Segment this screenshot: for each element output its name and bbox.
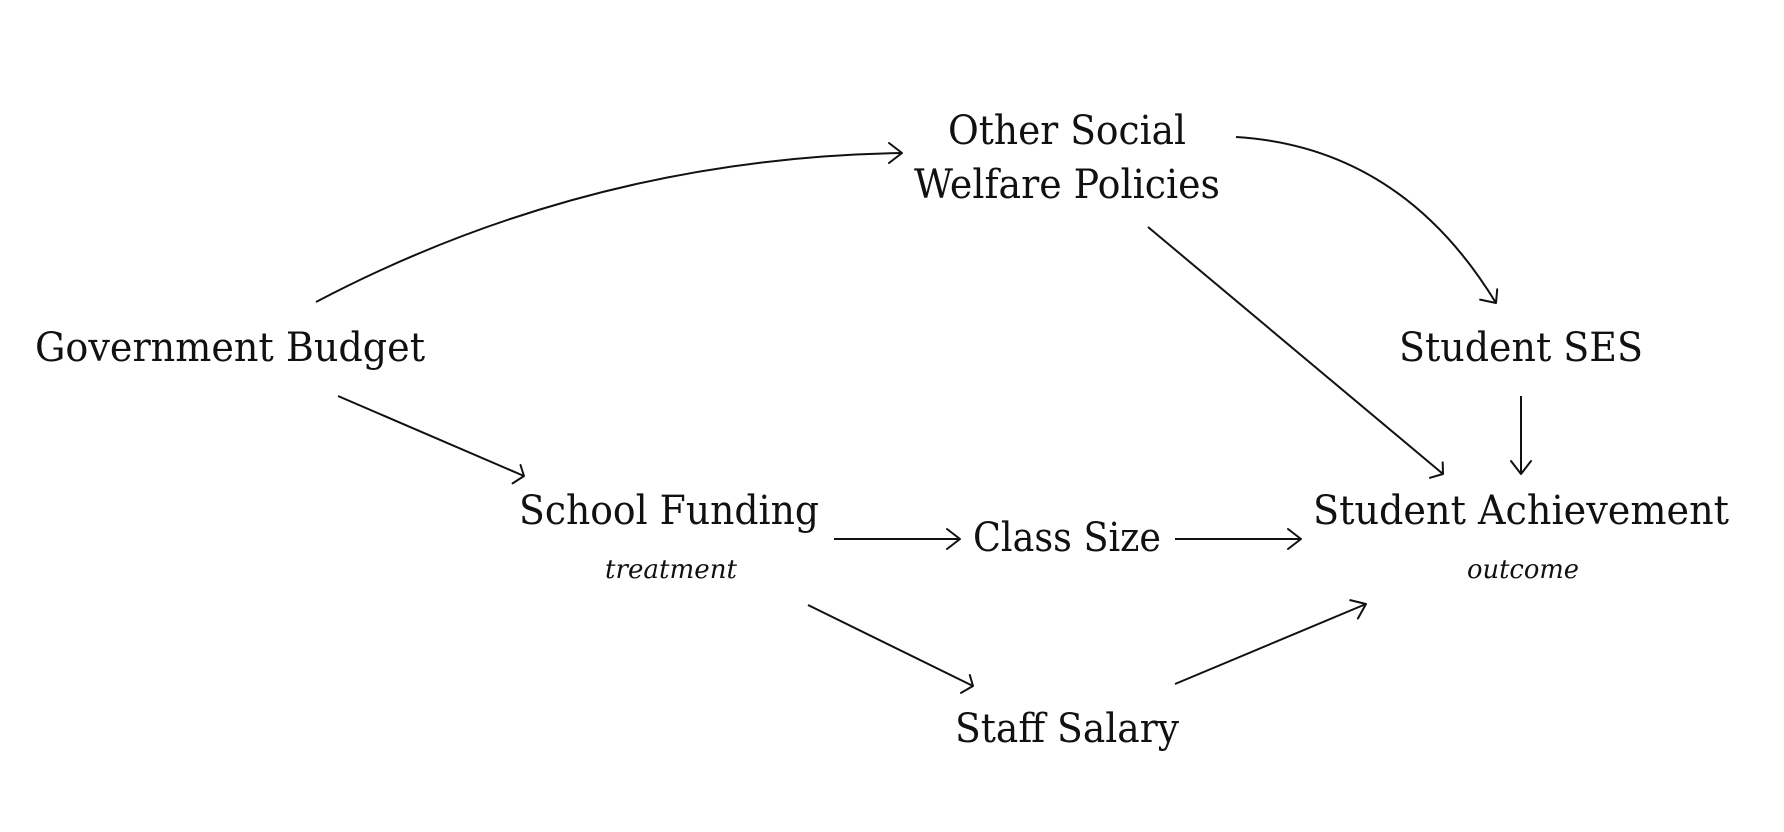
node-student-achievement-role: outcome — [1467, 555, 1579, 585]
node-student-achievement: Student Achievement outcome — [1313, 488, 1729, 585]
arrow-head — [1510, 460, 1532, 475]
arrow-head — [511, 464, 525, 485]
node-student-ses: Student SES — [1399, 325, 1643, 371]
edge-line — [337, 395, 525, 477]
node-other-social-label-line2: Welfare Policies — [914, 162, 1220, 208]
arrow-head — [1479, 288, 1499, 304]
edge-line — [1147, 226, 1444, 475]
node-school-funding-label: School Funding — [519, 488, 819, 534]
arrow-head — [960, 674, 974, 694]
arrow-head — [888, 142, 903, 164]
node-class-size: Class Size — [973, 515, 1161, 561]
edge-staff-salary-to-student-achievement — [1174, 599, 1367, 685]
node-student-ses-label: Student SES — [1399, 325, 1643, 371]
edge-other-social-to-student-ses — [1235, 136, 1499, 304]
arrow-head — [1428, 461, 1444, 479]
node-student-achievement-label: Student Achievement — [1313, 488, 1729, 534]
arrow-head — [1349, 599, 1367, 620]
arrow-head — [1287, 528, 1302, 550]
node-school-funding: School Funding treatment — [519, 488, 819, 585]
edge-line — [315, 152, 903, 303]
arrow-head — [946, 528, 961, 550]
node-government-budget-label: Government Budget — [35, 325, 425, 371]
edge-line — [1174, 603, 1367, 685]
node-government-budget: Government Budget — [35, 325, 425, 371]
edge-school-funding-to-class-size — [834, 528, 961, 550]
edge-government-budget-to-other-social — [315, 142, 903, 303]
node-staff-salary-label: Staff Salary — [955, 706, 1179, 752]
edge-school-funding-to-staff-salary — [807, 604, 974, 694]
node-other-social-welfare-policies: Other Social Welfare Policies — [914, 108, 1220, 208]
edge-other-social-to-student-achievement — [1147, 226, 1444, 479]
node-staff-salary: Staff Salary — [955, 706, 1179, 752]
edge-class-size-to-student-achievement — [1175, 528, 1302, 550]
node-school-funding-role: treatment — [605, 555, 738, 585]
edge-line — [1235, 136, 1497, 304]
edge-government-budget-to-school-funding — [337, 395, 525, 485]
edge-student-ses-to-student-achievement — [1510, 396, 1532, 475]
edge-line — [807, 604, 974, 687]
node-class-size-label: Class Size — [973, 515, 1161, 561]
node-other-social-label-line1: Other Social — [948, 108, 1186, 154]
